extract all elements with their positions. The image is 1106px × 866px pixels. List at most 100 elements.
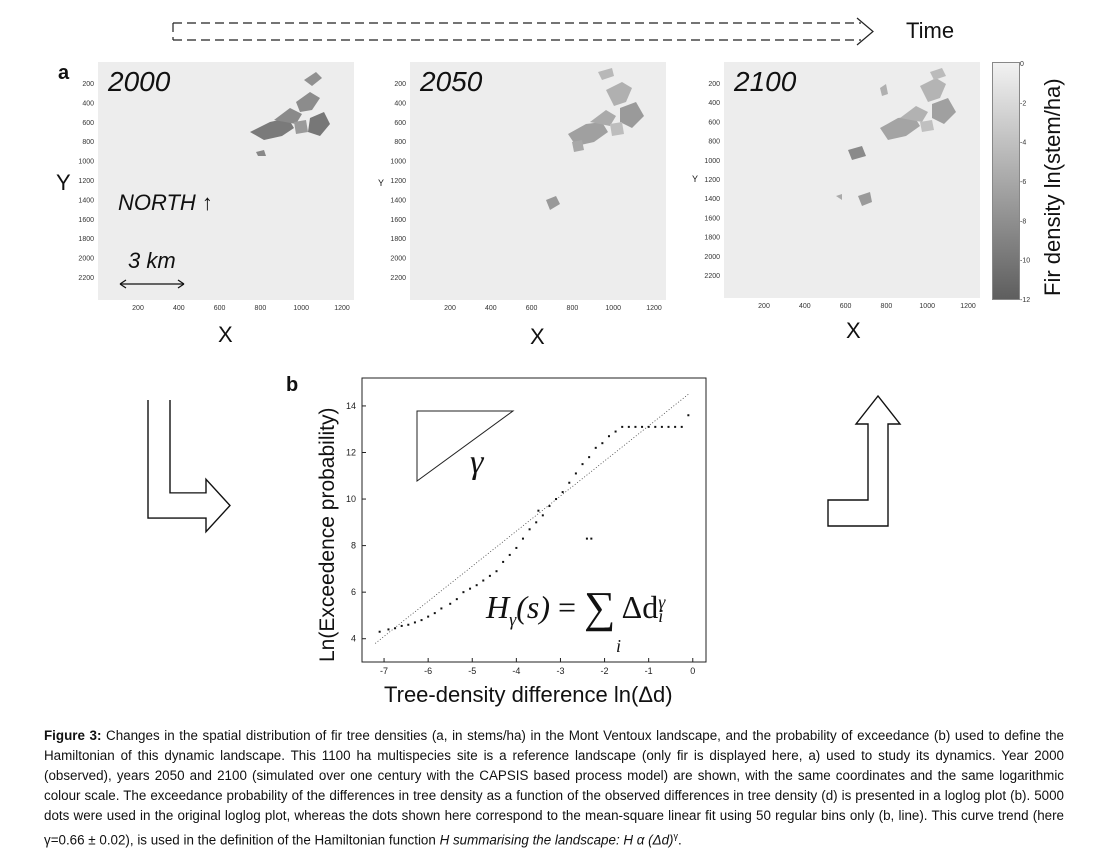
- map-y-tick: 800: [708, 139, 720, 146]
- map-2050-y-label: Y: [378, 178, 385, 188]
- map-y-tick: 2200: [390, 275, 406, 282]
- figure-caption: Figure 3: Changes in the spatial distrib…: [44, 726, 1064, 850]
- map-y-tick: 1600: [390, 217, 406, 224]
- map-x-tick: 1000: [605, 305, 621, 312]
- scatter-point: [590, 537, 593, 540]
- map-2000-year: 2000: [108, 66, 171, 97]
- scatter-point: [508, 553, 511, 556]
- scatter-point: [407, 623, 410, 626]
- colorbar-tick: -8: [1020, 218, 1026, 225]
- scatter-point: [588, 456, 591, 459]
- formula-term: Δd: [621, 589, 659, 625]
- plot-x-tick: -7: [380, 666, 388, 676]
- scatter-point: [568, 481, 571, 484]
- scatter-point: [482, 579, 485, 582]
- scatter-point: [535, 521, 538, 524]
- map-y-tick: 1400: [78, 197, 94, 204]
- colorbar: [992, 62, 1020, 300]
- map-y-tick: 1200: [78, 178, 94, 185]
- map-x-tick: 400: [799, 303, 811, 310]
- map-y-tick: 1400: [704, 196, 720, 203]
- map-y-tick: 400: [394, 100, 406, 107]
- map-x-tick: 600: [526, 305, 538, 312]
- scatter-point: [607, 435, 610, 438]
- plot-x-tick: -4: [512, 666, 520, 676]
- formula-arg: (s): [516, 589, 550, 625]
- map-y-tick: 400: [708, 100, 720, 107]
- scatter-point: [541, 514, 544, 517]
- scatter-point: [641, 425, 644, 428]
- caption-text: Changes in the spatial distribution of f…: [44, 728, 1065, 848]
- map-2100-x-label: X: [846, 318, 861, 343]
- scatter-point: [521, 537, 524, 540]
- caption-tail-sup: γ: [673, 831, 679, 841]
- caption-label: Figure 3:: [44, 728, 102, 743]
- map-2100-x-ticks: 200 400 600 800 1000 1200: [758, 303, 976, 310]
- plot-y-tick: 6: [351, 587, 356, 597]
- scatter-point: [488, 574, 491, 577]
- time-label: Time: [906, 18, 955, 43]
- down-right-arrow: [147, 400, 231, 534]
- hamiltonian-formula: Hγ(s) = ∑ Δd γ i: [486, 582, 665, 633]
- colorbar-tick: -6: [1020, 179, 1026, 186]
- north-label: NORTH ↑: [118, 190, 213, 215]
- scatter-point: [455, 598, 458, 601]
- scatter-point: [687, 414, 690, 417]
- map-2050-patches: [546, 68, 644, 210]
- map-y-tick: 1400: [390, 197, 406, 204]
- map-y-tick: 1200: [390, 178, 406, 185]
- map-2000-patches: [250, 72, 330, 156]
- formula-term-sup: γ: [658, 592, 666, 612]
- map-x-tick: 200: [758, 303, 770, 310]
- map-y-tick: 1000: [390, 159, 406, 166]
- colorbar-tick: -10: [1020, 258, 1030, 265]
- scatter-point: [601, 442, 604, 445]
- scatter-point: [449, 602, 452, 605]
- fit-line: [374, 393, 689, 644]
- scale-label: 3 km: [128, 248, 176, 273]
- formula-lhs: H: [486, 589, 510, 625]
- map-y-tick: 2000: [390, 256, 406, 263]
- map-2050-x-label: X: [530, 324, 545, 349]
- map-2050: 2050: [410, 62, 666, 300]
- plot-y-tick: 14: [346, 401, 356, 411]
- map-y-tick: 800: [82, 139, 94, 146]
- scatter-point: [561, 491, 564, 494]
- scatter-point: [674, 425, 677, 428]
- map-y-tick: 2000: [704, 254, 720, 261]
- scale-bar: [119, 279, 185, 289]
- scatter-point: [462, 591, 465, 594]
- scatter-point: [475, 584, 478, 587]
- map-y-tick: 600: [708, 119, 720, 126]
- colorbar-tick: 0: [1020, 61, 1024, 68]
- map-x-tick: 400: [173, 305, 185, 312]
- formula-sum: ∑: [584, 583, 616, 632]
- plot-y-label: Ln(Exceedence probability): [316, 407, 339, 662]
- scatter-point: [680, 425, 683, 428]
- scatter-point: [440, 607, 443, 610]
- scatter-point: [502, 560, 505, 563]
- formula-term-sub: i: [658, 606, 664, 626]
- map-y-tick: 1800: [704, 235, 720, 242]
- map-x-tick: 1200: [646, 305, 662, 312]
- map-2000: 2000 NORTH ↑ 3 km: [98, 62, 354, 300]
- scatter-point: [378, 630, 381, 633]
- scatter-point: [427, 615, 430, 618]
- map-2100-y-ticks: 200 400 600 800 1000 1200 1400 1600 1800 2000 2200: [704, 81, 720, 280]
- map-x-tick: 600: [214, 305, 226, 312]
- scatter-point: [574, 472, 577, 475]
- colorbar-tick: -2: [1020, 100, 1026, 107]
- scatter-point: [621, 425, 624, 428]
- scatter-point: [647, 425, 650, 428]
- plot-x-tick: -2: [601, 666, 609, 676]
- scatter-point: [594, 446, 597, 449]
- scatter-point: [387, 628, 390, 631]
- colorbar-tick: -12: [1020, 297, 1030, 304]
- scatter-point: [420, 619, 423, 622]
- map-2100-patches: [836, 68, 956, 206]
- colorbar-title: Fir density ln(stem/ha): [1040, 78, 1065, 296]
- map-y-tick: 1600: [704, 215, 720, 222]
- plot-x-tick: -3: [556, 666, 564, 676]
- map-2000-y-label: Y: [56, 170, 71, 195]
- scatter-point: [555, 498, 558, 501]
